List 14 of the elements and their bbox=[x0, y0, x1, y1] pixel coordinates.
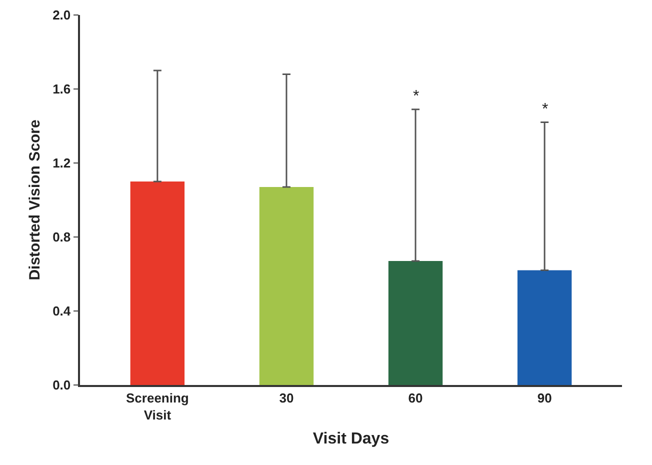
y-tick-label: 1.6 bbox=[52, 82, 71, 97]
x-tick-label: 30 bbox=[279, 390, 294, 406]
annotation: * bbox=[542, 101, 548, 118]
x-tick-label: 60 bbox=[408, 390, 423, 406]
y-tick-label: 2.0 bbox=[52, 8, 71, 23]
x-tick-label: 90 bbox=[537, 390, 552, 406]
y-axis-title: Distorted Vision Score bbox=[26, 120, 44, 280]
y-tick-label: 0.4 bbox=[52, 304, 72, 319]
x-axis-title: Visit Days bbox=[312, 430, 390, 448]
y-tick-label: 1.2 bbox=[52, 156, 71, 171]
x-tick-label: Screening Visit bbox=[126, 390, 189, 422]
y-tick-label: 0.0 bbox=[52, 378, 71, 393]
annotation: * bbox=[413, 88, 420, 105]
y-tick-label: 0.8 bbox=[52, 230, 71, 245]
